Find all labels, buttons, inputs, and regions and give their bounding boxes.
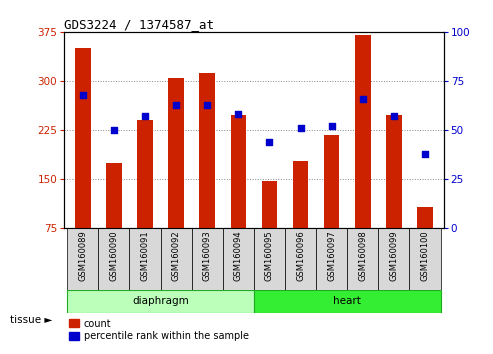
- Text: GSM160097: GSM160097: [327, 230, 336, 281]
- Point: [234, 112, 242, 117]
- Bar: [285, 228, 316, 290]
- Text: GSM160092: GSM160092: [172, 230, 180, 281]
- Text: GSM160094: GSM160094: [234, 230, 243, 281]
- Bar: [293, 161, 308, 228]
- Point: [297, 125, 305, 131]
- Bar: [137, 120, 153, 228]
- Point: [266, 139, 274, 145]
- Point: [390, 114, 398, 119]
- Bar: [75, 48, 91, 228]
- Bar: [223, 228, 254, 290]
- Bar: [386, 115, 402, 228]
- Bar: [192, 228, 223, 290]
- Point: [421, 151, 429, 156]
- Bar: [254, 290, 441, 313]
- Bar: [254, 228, 285, 290]
- Bar: [67, 228, 98, 290]
- Text: GSM160098: GSM160098: [358, 230, 367, 281]
- Text: GSM160089: GSM160089: [78, 230, 87, 281]
- Bar: [316, 228, 347, 290]
- Bar: [417, 207, 433, 228]
- Text: GSM160099: GSM160099: [389, 230, 398, 281]
- Text: GSM160093: GSM160093: [203, 230, 211, 281]
- Point: [359, 96, 367, 102]
- Text: heart: heart: [333, 296, 361, 307]
- Point: [110, 127, 118, 133]
- Text: GSM160096: GSM160096: [296, 230, 305, 281]
- Bar: [98, 228, 130, 290]
- Point: [203, 102, 211, 107]
- Bar: [67, 290, 254, 313]
- Bar: [324, 135, 340, 228]
- Bar: [200, 73, 215, 228]
- Bar: [161, 228, 192, 290]
- Point: [172, 102, 180, 107]
- Bar: [410, 228, 441, 290]
- Text: GSM160091: GSM160091: [141, 230, 149, 281]
- Text: tissue ►: tissue ►: [10, 315, 52, 325]
- Bar: [347, 228, 378, 290]
- Text: GSM160095: GSM160095: [265, 230, 274, 281]
- Point: [79, 92, 87, 98]
- Bar: [231, 115, 246, 228]
- Bar: [262, 181, 277, 228]
- Text: GDS3224 / 1374587_at: GDS3224 / 1374587_at: [64, 18, 214, 31]
- Bar: [355, 35, 371, 228]
- Bar: [168, 78, 184, 228]
- Legend: count, percentile rank within the sample: count, percentile rank within the sample: [69, 319, 248, 342]
- Bar: [106, 163, 122, 228]
- Point: [141, 114, 149, 119]
- Text: diaphragm: diaphragm: [132, 296, 189, 307]
- Bar: [378, 228, 410, 290]
- Text: GSM160090: GSM160090: [109, 230, 118, 281]
- Text: GSM160100: GSM160100: [421, 230, 429, 281]
- Bar: [130, 228, 161, 290]
- Point: [328, 123, 336, 129]
